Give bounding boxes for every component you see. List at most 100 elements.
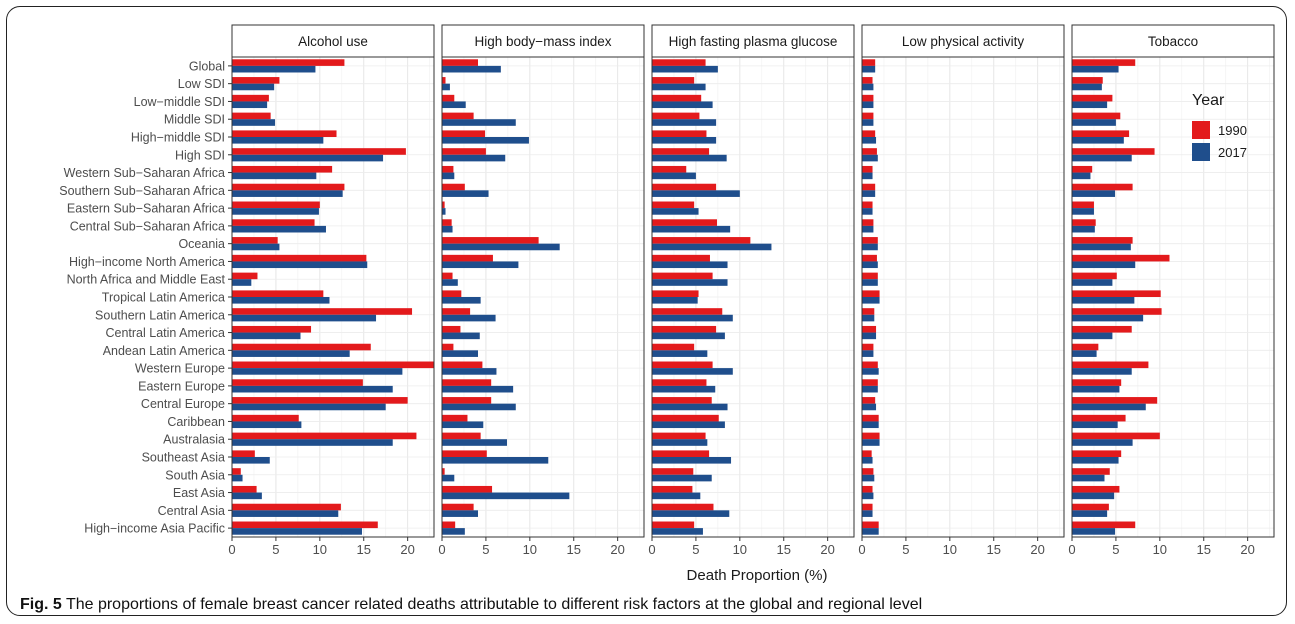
bar-low-physical-activity-andean-latin-america-1990 xyxy=(862,343,874,351)
bar-tobacco-low-middle-sdi-2017 xyxy=(1072,101,1108,109)
bar-alcohol-use-western-europe-2017 xyxy=(232,368,403,375)
bar-high-body-mass-index-middle-sdi-1990 xyxy=(442,112,474,120)
x-tick-label: 20 xyxy=(400,542,414,557)
bar-alcohol-use-central-europe-1990 xyxy=(232,397,408,404)
bar-low-physical-activity-eastern-sub-saharan-africa-2017 xyxy=(862,208,873,215)
x-tick-label: 0 xyxy=(648,542,655,557)
bar-high-fasting-plasma-glucose-western-sub-saharan-africa-1990 xyxy=(652,165,687,173)
x-tick-label: 0 xyxy=(228,542,235,557)
bar-low-physical-activity-central-asia-1990 xyxy=(862,503,873,511)
bar-high-body-mass-index-south-asia-1990 xyxy=(442,468,445,475)
bar-low-physical-activity-oceania-2017 xyxy=(862,243,878,251)
bar-alcohol-use-southern-sub-saharan-africa-2017 xyxy=(232,190,343,197)
facet-title-high-body-mass-index: High body−mass index xyxy=(475,34,612,49)
bar-low-physical-activity-western-europe-2017 xyxy=(862,368,879,375)
bar-low-physical-activity-north-africa-and-middle-east-2017 xyxy=(862,279,878,286)
bar-alcohol-use-high-middle-sdi-1990 xyxy=(232,130,337,137)
bar-low-physical-activity-australasia-2017 xyxy=(862,439,880,446)
panel-border-tobacco xyxy=(1071,56,1275,538)
bar-tobacco-high-income-asia-pacific-2017 xyxy=(1072,528,1116,535)
y-tick-label-australasia: Australasia xyxy=(163,433,225,447)
bar-high-fasting-plasma-glucose-global-2017 xyxy=(652,65,718,73)
bar-high-body-mass-index-andean-latin-america-2017 xyxy=(442,350,479,357)
y-tick-label-high-income-north-america: High−income North America xyxy=(69,255,225,269)
bar-high-body-mass-index-low-sdi-2017 xyxy=(442,83,450,91)
bar-tobacco-southern-sub-saharan-africa-1990 xyxy=(1072,183,1133,191)
x-tick-label: 15 xyxy=(357,542,371,557)
bar-alcohol-use-eastern-sub-saharan-africa-2017 xyxy=(232,208,319,215)
bar-tobacco-andean-latin-america-2017 xyxy=(1072,350,1097,357)
bar-high-fasting-plasma-glucose-oceania-1990 xyxy=(652,237,751,244)
bar-high-fasting-plasma-glucose-caribbean-2017 xyxy=(652,421,725,429)
x-tick-label: 20 xyxy=(610,542,624,557)
x-tick-label: 0 xyxy=(438,542,445,557)
bar-tobacco-central-asia-2017 xyxy=(1072,510,1108,517)
bar-high-body-mass-index-southern-latin-america-2017 xyxy=(442,314,496,322)
bar-high-fasting-plasma-glucose-southern-latin-america-1990 xyxy=(652,308,723,315)
bar-high-body-mass-index-east-asia-2017 xyxy=(442,492,570,500)
bar-low-physical-activity-australasia-1990 xyxy=(862,432,880,440)
bar-high-body-mass-index-eastern-europe-1990 xyxy=(442,379,492,386)
bar-high-body-mass-index-tropical-latin-america-1990 xyxy=(442,290,462,297)
bar-low-physical-activity-high-sdi-2017 xyxy=(862,154,878,162)
bar-alcohol-use-central-latin-america-2017 xyxy=(232,332,301,340)
bar-tobacco-oceania-2017 xyxy=(1072,243,1131,251)
x-tick-label: 10 xyxy=(313,542,327,557)
bar-high-body-mass-index-high-sdi-2017 xyxy=(442,154,506,162)
bar-alcohol-use-caribbean-2017 xyxy=(232,421,302,429)
bar-high-fasting-plasma-glucose-oceania-2017 xyxy=(652,243,772,251)
legend-label-2017: 2017 xyxy=(1218,145,1247,160)
bar-high-body-mass-index-north-africa-and-middle-east-1990 xyxy=(442,272,453,280)
bar-tobacco-caribbean-1990 xyxy=(1072,414,1126,422)
bar-alcohol-use-andean-latin-america-1990 xyxy=(232,343,371,351)
bar-high-body-mass-index-global-2017 xyxy=(442,65,501,73)
figure-caption: Fig. 5 The proportions of female breast … xyxy=(20,596,922,614)
bar-alcohol-use-south-asia-2017 xyxy=(232,474,243,482)
bar-high-fasting-plasma-glucose-eastern-europe-1990 xyxy=(652,379,707,386)
bar-high-fasting-plasma-glucose-middle-sdi-1990 xyxy=(652,112,700,120)
bar-high-fasting-plasma-glucose-eastern-sub-saharan-africa-2017 xyxy=(652,208,699,215)
y-tick-label-high-middle-sdi: High−middle SDI xyxy=(131,131,225,145)
bar-alcohol-use-high-income-north-america-2017 xyxy=(232,261,368,269)
facet-strip-tobacco xyxy=(1071,24,1275,58)
bar-alcohol-use-western-europe-1990 xyxy=(232,361,434,369)
bar-high-fasting-plasma-glucose-caribbean-1990 xyxy=(652,414,719,422)
y-tick-label-south-asia: South Asia xyxy=(165,468,225,482)
bar-low-physical-activity-global-2017 xyxy=(862,65,876,73)
bar-tobacco-southern-sub-saharan-africa-2017 xyxy=(1072,190,1116,197)
bar-low-physical-activity-southern-latin-america-2017 xyxy=(862,314,875,322)
bar-alcohol-use-tropical-latin-america-2017 xyxy=(232,297,330,304)
x-tick-label: 5 xyxy=(1112,542,1119,557)
bar-high-fasting-plasma-glucose-eastern-europe-2017 xyxy=(652,385,716,393)
bar-high-body-mass-index-central-sub-saharan-africa-1990 xyxy=(442,219,452,226)
bar-high-body-mass-index-eastern-sub-saharan-africa-2017 xyxy=(442,208,446,215)
bar-high-fasting-plasma-glucose-high-sdi-1990 xyxy=(652,148,710,155)
bar-tobacco-low-sdi-2017 xyxy=(1072,83,1102,91)
bar-alcohol-use-low-middle-sdi-2017 xyxy=(232,101,268,109)
bar-alcohol-use-southern-latin-america-1990 xyxy=(232,308,413,315)
bar-high-body-mass-index-high-income-north-america-1990 xyxy=(442,254,493,262)
bar-low-physical-activity-eastern-europe-1990 xyxy=(862,379,878,386)
bar-alcohol-use-oceania-1990 xyxy=(232,237,278,244)
bar-tobacco-high-middle-sdi-2017 xyxy=(1072,137,1124,144)
bar-low-physical-activity-central-europe-2017 xyxy=(862,403,877,411)
bar-low-physical-activity-western-europe-1990 xyxy=(862,361,878,369)
panel-border-high-fasting-plasma-glucose xyxy=(651,56,855,538)
bar-high-body-mass-index-oceania-2017 xyxy=(442,243,560,251)
x-tick-label: 15 xyxy=(1197,542,1211,557)
bar-alcohol-use-high-middle-sdi-2017 xyxy=(232,137,324,144)
y-tick-label-middle-sdi: Middle SDI xyxy=(164,113,225,127)
bar-high-fasting-plasma-glucose-north-africa-and-middle-east-2017 xyxy=(652,279,728,286)
bar-tobacco-central-latin-america-1990 xyxy=(1072,325,1132,333)
bar-high-body-mass-index-central-asia-2017 xyxy=(442,510,479,517)
bar-high-fasting-plasma-glucose-east-asia-2017 xyxy=(652,492,701,500)
bar-high-body-mass-index-southern-sub-saharan-africa-2017 xyxy=(442,190,489,197)
bar-low-physical-activity-southeast-asia-1990 xyxy=(862,450,872,457)
facet-title-alcohol-use: Alcohol use xyxy=(298,34,368,49)
x-tick-label: 10 xyxy=(1153,542,1167,557)
x-tick-label: 0 xyxy=(1068,542,1075,557)
bar-high-body-mass-index-oceania-1990 xyxy=(442,237,539,244)
bar-low-physical-activity-low-sdi-1990 xyxy=(862,77,873,84)
bar-low-physical-activity-low-middle-sdi-2017 xyxy=(862,101,874,109)
bar-alcohol-use-southern-latin-america-2017 xyxy=(232,314,377,322)
